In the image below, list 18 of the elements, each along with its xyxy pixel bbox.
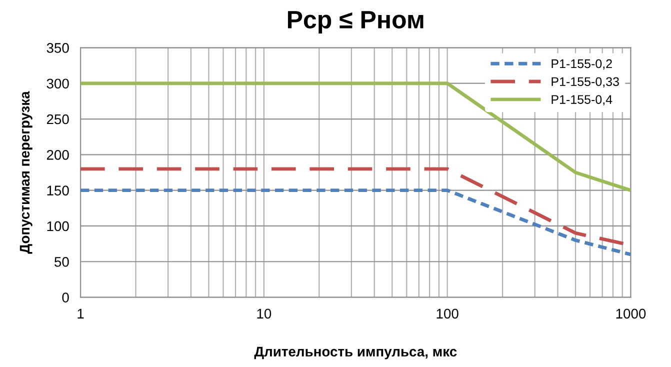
y-tick-label: 250 [46,114,69,124]
y-tick-label: 350 [46,43,69,53]
x-tick-label: 1000 [616,308,646,319]
y-axis-title: Допустимая перегрузка [20,91,32,254]
chart-title: Рср ≤ Рном [288,11,424,34]
y-tick-label: 150 [47,186,69,196]
x-tick-label: 100 [436,308,458,319]
y-tick-label: 0 [62,292,69,302]
x-axis-title: Длительность импульса, мкс [254,346,457,360]
x-tick-label: 10 [257,308,272,319]
y-tick-label: 200 [46,150,69,160]
legend-label: Р1-155-0,4 [552,95,612,106]
y-tick-label: 300 [46,78,69,89]
legend-label: Р1-155-0,33 [552,77,619,88]
x-tick-label: 1 [78,308,84,318]
y-tick-label: 100 [47,221,69,232]
y-tick-label: 50 [54,256,69,267]
legend-label: Р1-155-0,2 [552,59,612,70]
